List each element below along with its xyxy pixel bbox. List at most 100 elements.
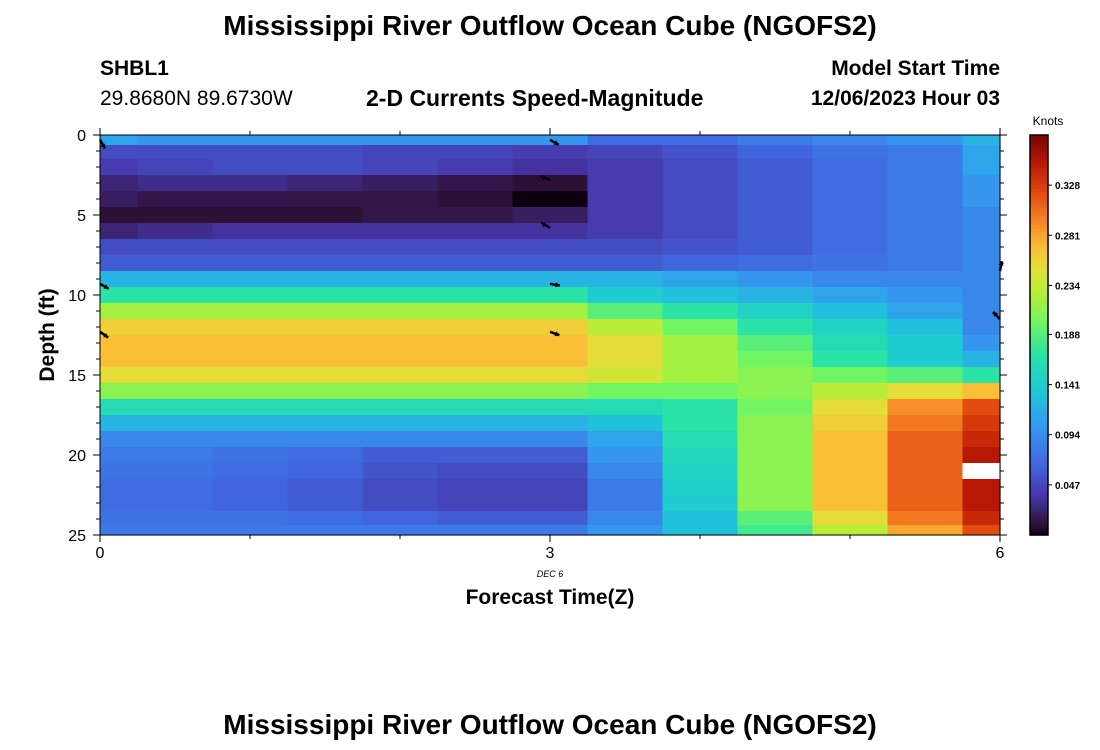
heatmap-cell bbox=[587, 135, 664, 146]
heatmap-cell bbox=[100, 255, 139, 272]
heatmap-cell bbox=[962, 175, 1001, 192]
heatmap-cell bbox=[437, 383, 514, 400]
heatmap-cell bbox=[100, 303, 139, 320]
heatmap-cell bbox=[737, 525, 814, 536]
heatmap-cell bbox=[212, 511, 289, 526]
heatmap-cell bbox=[212, 415, 289, 432]
colorbar-tick-label: 0.234 bbox=[1055, 281, 1080, 292]
heatmap-cell bbox=[737, 175, 814, 192]
heatmap-cell bbox=[587, 479, 664, 496]
colorbar-segment bbox=[1030, 231, 1048, 236]
heatmap-cells bbox=[100, 135, 1001, 536]
heatmap-cell bbox=[437, 145, 514, 160]
heatmap-cell bbox=[287, 159, 364, 176]
colorbar-segment bbox=[1030, 301, 1048, 306]
colorbar-segment bbox=[1030, 318, 1048, 323]
heatmap-cell bbox=[437, 191, 514, 208]
heatmap-cell bbox=[362, 319, 439, 336]
y-tick-label: 25 bbox=[68, 528, 86, 545]
heatmap-cell bbox=[437, 207, 514, 224]
heatmap-cell bbox=[362, 159, 439, 176]
heatmap-cell bbox=[287, 525, 364, 536]
heatmap-cell bbox=[887, 447, 964, 464]
heatmap-cell bbox=[437, 479, 514, 496]
heatmap-cell bbox=[662, 135, 739, 146]
heatmap-cell bbox=[212, 135, 289, 146]
colorbar-segment bbox=[1030, 181, 1048, 186]
heatmap-cell bbox=[137, 495, 214, 512]
colorbar-segment bbox=[1030, 311, 1048, 316]
colorbar-segment bbox=[1030, 138, 1048, 143]
date-label: DEC 6 bbox=[537, 569, 564, 579]
colorbar-segment bbox=[1030, 388, 1048, 393]
heatmap-cell bbox=[100, 447, 139, 464]
heatmap-cell bbox=[212, 495, 289, 512]
heatmap-cell bbox=[212, 239, 289, 256]
heatmap-cell bbox=[287, 175, 364, 192]
heatmap-cell bbox=[587, 287, 664, 304]
heatmap-cell bbox=[137, 271, 214, 288]
colorbar-tick-label: 0.188 bbox=[1055, 330, 1080, 341]
heatmap-cell bbox=[662, 191, 739, 208]
colorbar-segment bbox=[1030, 421, 1048, 426]
heatmap-cell bbox=[100, 271, 139, 288]
heatmap-cell bbox=[362, 431, 439, 448]
heatmap-cell bbox=[587, 495, 664, 512]
colorbar-segment bbox=[1030, 225, 1048, 229]
heatmap-cell bbox=[362, 479, 439, 496]
colorbar-tick-label: 0.141 bbox=[1055, 381, 1080, 392]
heatmap-cell bbox=[887, 415, 964, 432]
heatmap-cell bbox=[437, 319, 514, 336]
heatmap-cell bbox=[962, 303, 1001, 320]
heatmap-cell bbox=[100, 191, 139, 208]
heatmap-cell bbox=[962, 415, 1001, 432]
heatmap-cell bbox=[512, 383, 589, 400]
heatmap-cell bbox=[362, 351, 439, 368]
colorbar-segment bbox=[1030, 248, 1048, 253]
heatmap-cell bbox=[962, 207, 1001, 224]
heatmap-cell bbox=[962, 399, 1001, 416]
heatmap-cell bbox=[137, 287, 214, 304]
current-vector bbox=[549, 282, 561, 288]
heatmap-cell bbox=[362, 303, 439, 320]
heatmap-cell bbox=[737, 399, 814, 416]
heatmap-cell bbox=[137, 159, 214, 176]
colorbar-segment bbox=[1030, 501, 1048, 506]
colorbar-segment bbox=[1030, 165, 1048, 169]
colorbar-segment bbox=[1030, 271, 1048, 276]
heatmap-cell bbox=[137, 399, 214, 416]
heatmap-cell bbox=[437, 431, 514, 448]
heatmap-cell bbox=[362, 239, 439, 256]
heatmap-cell bbox=[662, 463, 739, 480]
current-vector bbox=[540, 221, 551, 229]
heatmap-cell bbox=[812, 525, 889, 536]
heatmap-cell bbox=[100, 367, 139, 384]
heatmap-cell bbox=[100, 479, 139, 496]
colorbar-segment bbox=[1030, 291, 1048, 296]
heatmap-cell bbox=[512, 255, 589, 272]
heatmap-cell bbox=[812, 223, 889, 240]
colorbar-segment bbox=[1030, 135, 1048, 139]
heatmap-cell bbox=[437, 303, 514, 320]
heatmap-cell bbox=[137, 447, 214, 464]
heatmap-cell bbox=[362, 191, 439, 208]
heatmap-cell bbox=[137, 335, 214, 352]
heatmap-cell bbox=[737, 463, 814, 480]
heatmap-cell bbox=[287, 511, 364, 526]
heatmap-cell bbox=[512, 415, 589, 432]
heatmap-cell bbox=[512, 431, 589, 448]
heatmap-cell bbox=[212, 447, 289, 464]
model-start-label: Model Start Time bbox=[831, 57, 1000, 80]
heatmap-cell bbox=[887, 287, 964, 304]
heatmap-cell bbox=[887, 479, 964, 496]
heatmap-cell bbox=[962, 367, 1001, 384]
heatmap-cell bbox=[812, 255, 889, 272]
heatmap-cell bbox=[362, 525, 439, 536]
heatmap-cell bbox=[362, 511, 439, 526]
colorbar-segment bbox=[1030, 405, 1048, 409]
heatmap-cell bbox=[737, 479, 814, 496]
colorbar-segment bbox=[1030, 151, 1048, 156]
heatmap-cell bbox=[962, 271, 1001, 288]
colorbar-segment bbox=[1030, 348, 1048, 353]
heatmap-cell bbox=[812, 495, 889, 512]
